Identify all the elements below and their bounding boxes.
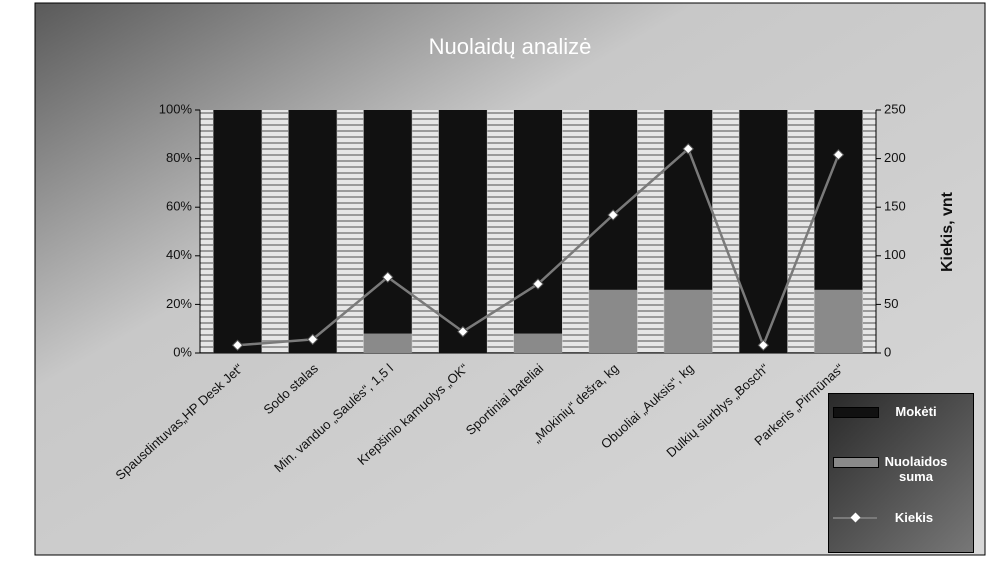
line-marker — [832, 149, 845, 161]
y-tick-label: 0% — [173, 344, 192, 359]
line-marker — [457, 325, 469, 338]
chart-title: Nuolaidų analizė — [429, 34, 592, 59]
line-marker — [757, 339, 770, 351]
plot-stripe — [637, 110, 664, 353]
line-marker — [382, 271, 394, 283]
bar-segment — [514, 110, 562, 334]
y2-tick-label: 250 — [884, 101, 906, 116]
plot-stripe — [712, 110, 739, 353]
plot-stripe — [487, 110, 514, 353]
plot-stripe — [337, 110, 364, 353]
line-marker — [607, 209, 619, 221]
y2-tick-label: 200 — [884, 150, 906, 165]
bar-segment — [664, 289, 713, 353]
y2-tick-label: 150 — [884, 199, 906, 214]
legend-swatch — [833, 512, 877, 523]
plot-stripe — [863, 110, 876, 353]
y2-tick-label: 0 — [884, 344, 891, 359]
bar-segment — [213, 110, 262, 353]
y2-axis-label: Kiekis, vnt — [939, 191, 956, 272]
line-marker — [682, 143, 694, 155]
bar-segment — [589, 289, 638, 353]
bar-segment — [363, 110, 412, 334]
line-marker — [532, 278, 544, 290]
y-tick-label: 80% — [166, 150, 192, 165]
legend-item: Nuolaidos suma — [833, 454, 951, 484]
bar-segment — [664, 110, 713, 290]
legend-label: Mokėti — [895, 404, 937, 419]
legend-label: Nuolaidos suma — [884, 454, 948, 484]
bar-segment — [363, 333, 412, 353]
bar-segment — [288, 110, 337, 353]
line-marker — [306, 333, 319, 346]
plot-stripe — [200, 110, 213, 353]
y-tick-label: 60% — [166, 199, 192, 214]
bar-segment — [814, 289, 863, 353]
plot-stripe — [262, 110, 289, 353]
y2-tick-label: 100 — [884, 247, 906, 262]
plot-stripe — [787, 110, 814, 353]
legend-swatch — [833, 407, 879, 418]
bar-segment — [814, 110, 863, 290]
bar-segment — [739, 110, 788, 353]
y-tick-label: 20% — [166, 296, 192, 311]
legend-item: Kiekis — [833, 510, 949, 525]
bar-segment — [438, 110, 487, 353]
legend-label: Kiekis — [894, 510, 934, 525]
y-tick-label: 100% — [159, 101, 193, 116]
y-tick-label: 40% — [166, 247, 192, 262]
y2-tick-label: 50 — [884, 296, 898, 311]
legend: Mokėti Nuolaidos suma Kiekis — [828, 393, 974, 553]
plot-stripe — [562, 110, 589, 353]
plot-stripe — [412, 110, 439, 353]
bar-segment — [514, 333, 562, 353]
legend-item: Mokėti — [833, 404, 951, 419]
legend-swatch — [833, 457, 879, 468]
line-marker — [231, 339, 244, 351]
